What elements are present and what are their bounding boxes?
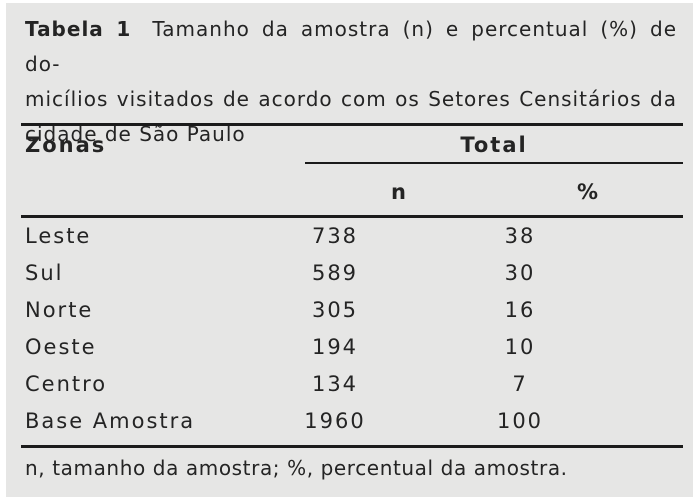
n-cell: 194 (311, 335, 359, 359)
column-header-zonas: Zonas (25, 133, 107, 157)
zona-cell: Sul (25, 261, 64, 285)
caption-text-1: Tamanho da amostra (n) e percentual (%) … (25, 17, 677, 76)
pct-cell: 100 (496, 409, 544, 433)
table-bottom-rule (21, 445, 683, 448)
caption-line-1: Tabela 1 Tamanho da amostra (n) e percen… (25, 12, 677, 82)
header-bottom-rule (21, 215, 683, 218)
zona-cell: Leste (25, 224, 92, 248)
zona-cell: Centro (25, 372, 108, 396)
caption-line-2: micílios visitados de acordo com os Seto… (25, 87, 677, 111)
column-subheader-n: n (391, 180, 408, 204)
pct-cell: 38 (504, 224, 536, 248)
pct-cell: 7 (512, 372, 528, 396)
n-cell: 305 (311, 298, 359, 322)
zona-cell: Oeste (25, 335, 97, 359)
column-subheader-pct: % (576, 180, 601, 204)
n-cell: 134 (311, 372, 359, 396)
zona-cell: Norte (25, 298, 94, 322)
table-row: Oeste 194 10 (21, 334, 683, 360)
zona-cell: Base Amostra (25, 409, 196, 433)
pct-cell: 10 (504, 335, 536, 359)
table-panel (6, 3, 693, 497)
n-cell: 1960 (304, 409, 366, 433)
pct-cell: 30 (504, 261, 536, 285)
table-row: Centro 134 7 (21, 371, 683, 397)
table-caption: Tabela 1 Tamanho da amostra (n) e percen… (25, 12, 677, 152)
column-group-header-total: Total (460, 133, 528, 157)
table-top-rule (21, 123, 683, 126)
pct-cell: 16 (504, 298, 536, 322)
n-cell: 589 (311, 261, 359, 285)
n-cell: 738 (311, 224, 359, 248)
table-row: Norte 305 16 (21, 297, 683, 323)
caption-line-3: cidade de São Paulo (25, 122, 246, 146)
total-group-underline (305, 162, 683, 164)
table-footnote: n, tamanho da amostra; %, percentual da … (25, 456, 568, 480)
table-row: Base Amostra 1960 100 (21, 408, 683, 434)
table-row: Leste 738 38 (21, 223, 683, 249)
caption-label: Tabela 1 (25, 17, 132, 41)
table-row: Sul 589 30 (21, 260, 683, 286)
